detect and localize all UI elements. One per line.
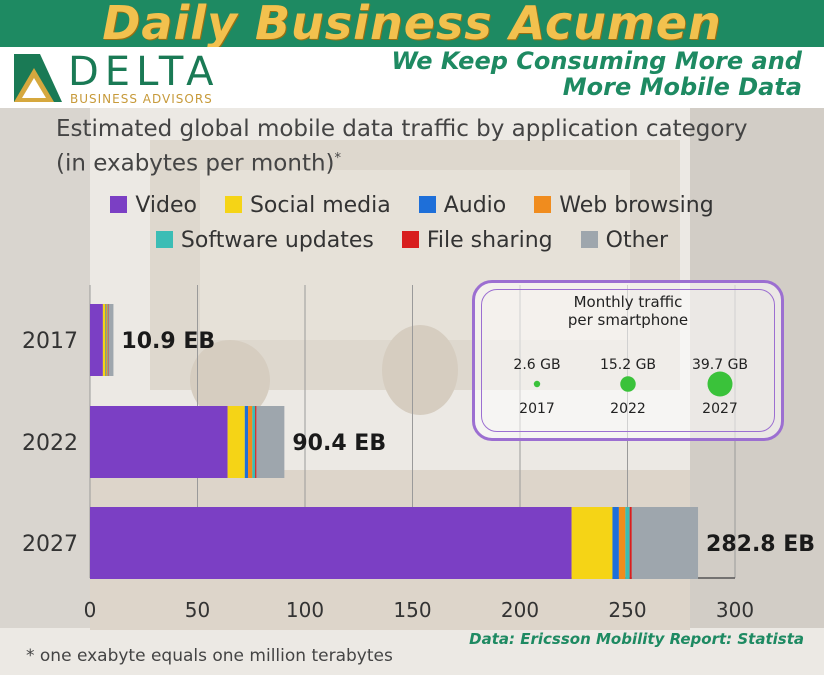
x-tick-label: 50 (185, 598, 210, 622)
inset-title-line-1: Monthly traffic (573, 293, 683, 311)
bar-segment (105, 304, 107, 376)
inset-value-label: 39.7 GB (692, 357, 748, 373)
legend-label: Web browsing (559, 193, 714, 218)
bar-segment (244, 406, 249, 478)
legend-item: Video (110, 193, 197, 218)
logo-wordmark: DELTA (68, 49, 220, 95)
legend-swatch (224, 196, 242, 213)
legend-swatch (110, 196, 128, 213)
bar-total-label: 10.9 EB (121, 329, 215, 354)
chart-subtitle-text: (in exabytes per month) (56, 150, 335, 177)
brand-title: Daily Business Acumen (102, 0, 722, 50)
bar-segment (227, 406, 245, 478)
legend-row-2: Software updates File sharing Other (0, 228, 824, 253)
chart-subtitle: (in exabytes per month)* (56, 144, 816, 179)
bar-segment (255, 406, 257, 478)
delta-logo-icon (14, 54, 62, 102)
bar-segment (90, 304, 103, 376)
legend-label: Audio (443, 193, 507, 218)
legend-swatch (418, 196, 436, 213)
legend-swatch (155, 231, 173, 248)
inset-inner-border (481, 289, 775, 432)
bar-total-label: 90.4 EB (292, 431, 386, 456)
inset-year-label: 2017 (519, 401, 555, 417)
headline: We Keep Consuming More and More Mobile D… (391, 48, 802, 100)
legend-item: File sharing (401, 228, 553, 253)
legend-item: Other (580, 228, 669, 253)
inset-title-line-2: per smartphone (567, 311, 689, 329)
inset-bubble (533, 380, 541, 388)
bar-segment (102, 304, 106, 376)
bar-segment (90, 507, 572, 579)
headline-line-1: We Keep Consuming More and (391, 47, 802, 75)
inset-year-label: 2027 (702, 401, 738, 417)
smartphone-traffic-inset: Monthly traffic per smartphone 2.6 GB 201… (472, 280, 784, 441)
bar-segment (618, 507, 626, 579)
inset-value-label: 2.6 GB (513, 357, 560, 373)
bar-total-label: 282.8 EB (706, 532, 815, 557)
inset-bubble (707, 371, 733, 397)
inset-year-label: 2022 (610, 401, 646, 417)
headline-line-2: More Mobile Data (562, 73, 802, 101)
bar-segment (107, 304, 109, 376)
x-tick-label: 100 (286, 598, 324, 622)
bar-segment (612, 507, 619, 579)
legend-swatch (580, 231, 598, 248)
inset-bubbles: 2.6 GB 2017 15.2 GB 2022 39.7 GB 2027 (513, 357, 748, 417)
logo-band (0, 47, 824, 108)
bar-segment (252, 406, 256, 478)
legend-swatch (534, 196, 552, 213)
data-credit: Data: Ericsson Mobility Report: Statista (469, 630, 804, 648)
footnote: * one exabyte equals one million terabyt… (26, 646, 393, 666)
y-category-label: 2022 (22, 431, 78, 456)
legend-label: Software updates (180, 228, 374, 253)
x-tick-label: 0 (84, 598, 97, 622)
x-tick-label: 250 (608, 598, 646, 622)
legend-item: Social media (224, 193, 391, 218)
legend-swatch (401, 231, 419, 248)
y-category-label: 2027 (22, 532, 78, 557)
bar-segment (631, 507, 699, 579)
legend-item: Software updates (155, 228, 374, 253)
x-tick-label: 300 (716, 598, 754, 622)
legend-label: Social media (249, 193, 391, 218)
bar-segment (256, 406, 285, 478)
legend-label: Video (135, 193, 197, 218)
brand-header (0, 0, 824, 47)
legend-item: Web browsing (534, 193, 714, 218)
logo-subtitle: BUSINESS ADVISORS (70, 92, 213, 106)
x-tick-label: 150 (393, 598, 431, 622)
legend-label: File sharing (426, 228, 553, 253)
legend-row-1: Video Social media Audio Web browsing (0, 193, 824, 218)
legend-item: Audio (418, 193, 507, 218)
bar-segment (571, 507, 613, 579)
bar-segment (108, 304, 114, 376)
bar-segment (248, 406, 253, 478)
bar-segment (106, 304, 108, 376)
bar-segment (625, 507, 630, 579)
inset-bubble (620, 376, 636, 392)
chart-title-block: Estimated global mobile data traffic by … (56, 114, 816, 179)
subtitle-asterisk: * (334, 151, 342, 166)
x-tick-label: 200 (501, 598, 539, 622)
y-category-label: 2017 (22, 329, 78, 354)
inset-value-label: 15.2 GB (600, 357, 656, 373)
bar-segment (90, 406, 228, 478)
legend-label: Other (605, 228, 669, 253)
chart-title: Estimated global mobile data traffic by … (56, 116, 748, 142)
inset-title: Monthly traffic per smartphone (475, 293, 781, 329)
bar-segment (629, 507, 632, 579)
